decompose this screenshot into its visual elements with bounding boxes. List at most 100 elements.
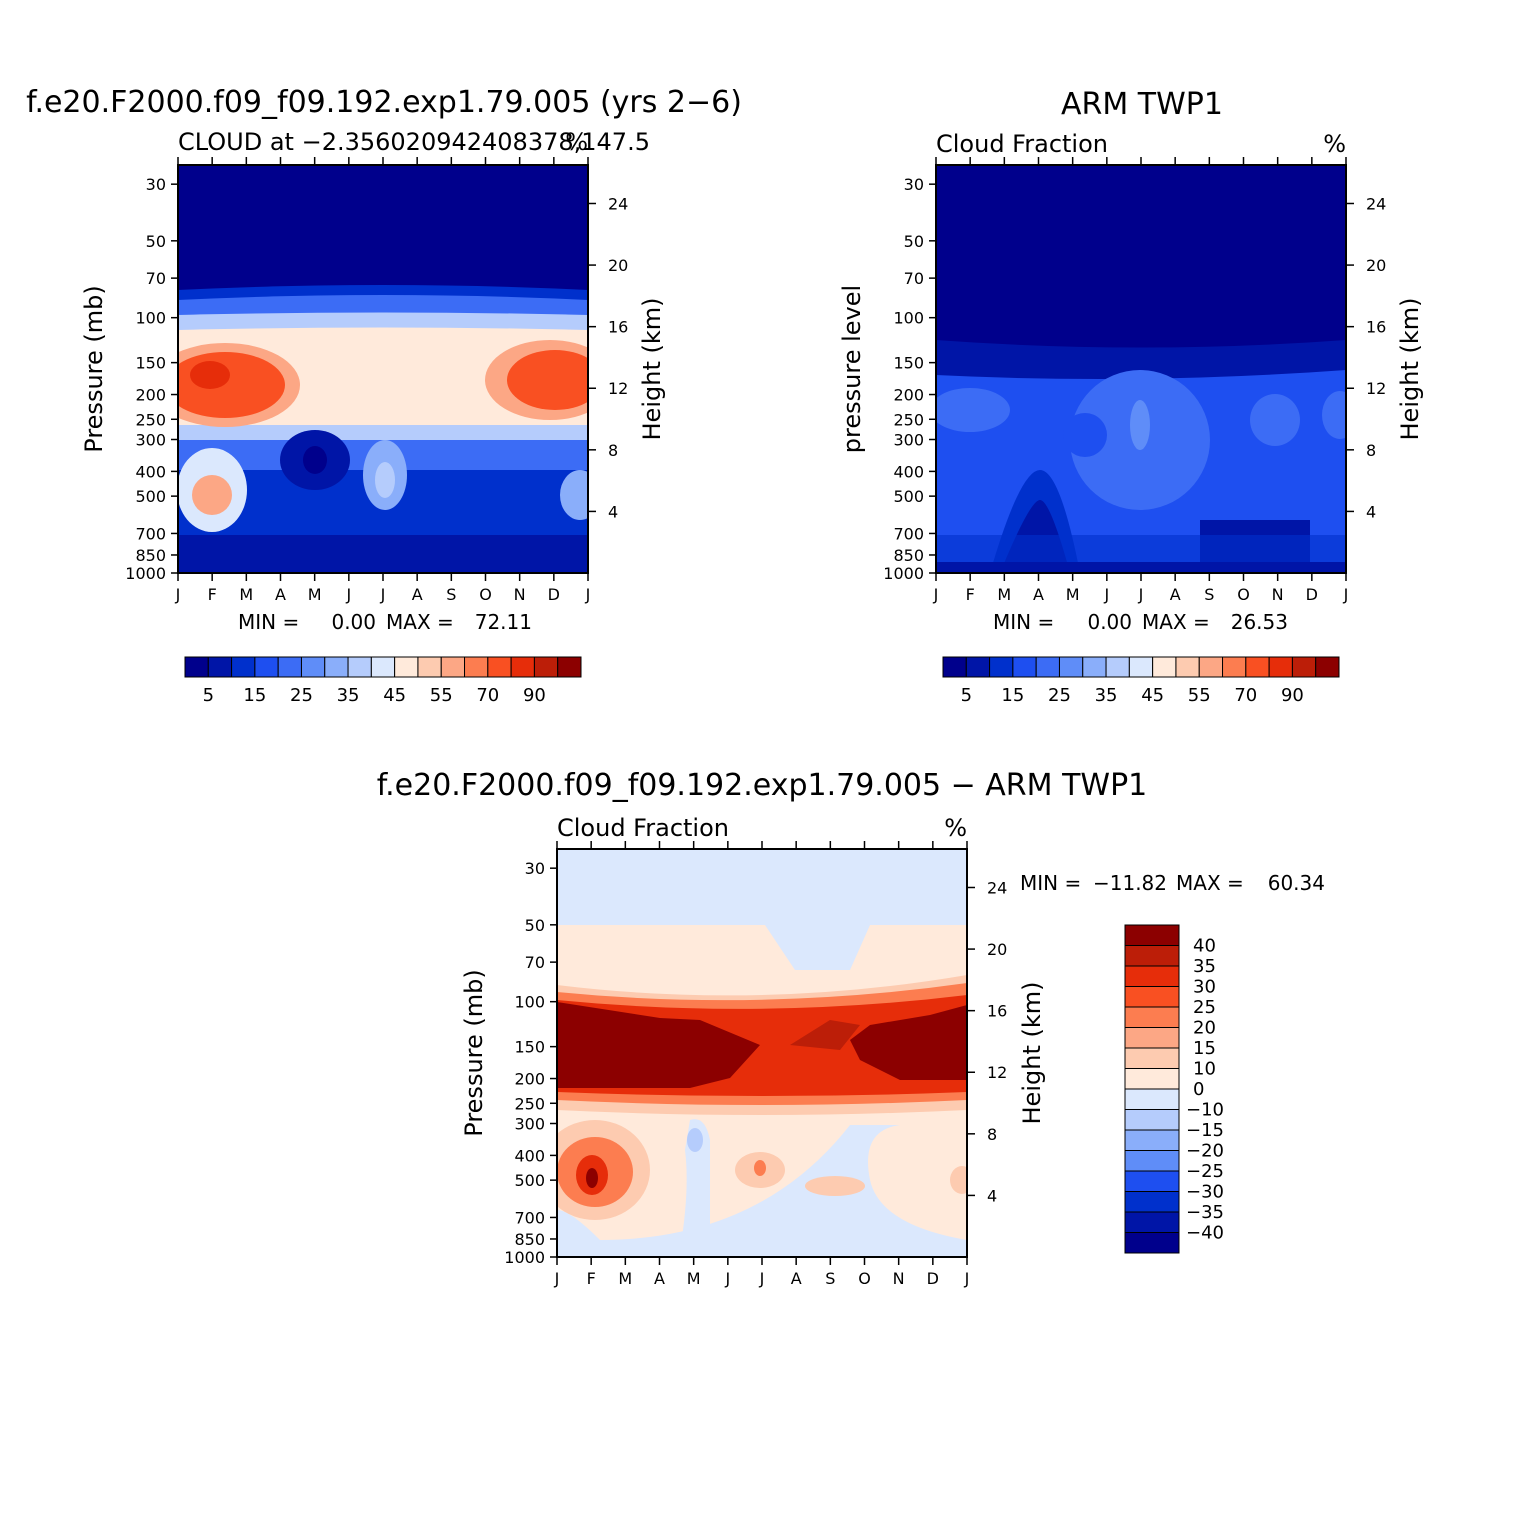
panel-obs-colorbar-swatch [1035,656,1060,678]
panel-obs-colorbar-label: 5 [961,685,972,706]
panel-obs-colorbar-swatch [1128,656,1154,678]
panel-model-colorbar-label: 25 [290,685,313,706]
panel-model-height-tick-label: 20 [608,256,628,275]
panel-diff-colorbar-swatch [1124,1068,1180,1090]
panel-model-xtick-label: N [514,585,526,604]
panel-obs-ytick-label: 400 [893,462,924,481]
panel-diff-xtick-label: J [964,1269,970,1288]
panel-model-min-value: 0.00 [331,610,376,634]
panel-model-colorbar-swatch [347,656,372,678]
panel-model-height-tick-label: 16 [608,318,628,337]
panel-diff-subtitle: Cloud Fraction [557,814,729,842]
panel-model-colorbar-label: 70 [476,685,499,706]
panel-diff-height-tick-label: 4 [987,1186,997,1205]
panel-model-colorbar-swatch [370,656,396,678]
panel-model-units: % [565,128,588,156]
panel-obs-colorbar-label: 70 [1234,685,1257,706]
panel-diff-field [557,849,967,1257]
panel-obs-max-value: 26.53 [1231,610,1288,634]
panel-diff-ytick-label: 70 [525,953,545,972]
panel-diff-colorbar-label: 20 [1193,1018,1216,1039]
panel-diff-xtick-label: D [927,1269,939,1288]
panel-diff-ytick-label: 850 [514,1230,545,1249]
panel-model-ylabel: Pressure (mb) [80,285,108,452]
panel-model-title: f.e20.F2000.f09_f09.192.exp1.79.005 (yrs… [26,85,742,120]
panel-model-ytick-label: 200 [135,386,166,405]
panel-diff-ytick-label: 700 [514,1208,545,1227]
panel-obs-subtitle: Cloud Fraction [936,130,1108,158]
panel-model-colorbar-swatch [417,656,442,678]
panel-obs-ytick-label: 500 [893,487,924,506]
panel-model-colorbar-label: 45 [383,685,406,706]
panel-obs-title: ARM TWP1 [1061,87,1223,122]
panel-model-ytick-label: 100 [135,309,166,328]
panel-obs-ytick-label: 30 [904,175,924,194]
panel-diff-colorbar-swatch [1124,1109,1180,1131]
panel-diff-units: % [944,814,967,842]
panel-obs-xtick-label: A [1170,585,1181,604]
panel-obs-colorbar-swatch [1245,656,1270,678]
panel-model-max-label: MAX = [386,610,454,634]
panel-model-height-tick-label: 4 [608,502,618,521]
panel-diff-colorbar-swatch [1124,1211,1180,1233]
panel-model-xtick-label: A [275,585,286,604]
panel-model-colorbar-swatch [533,656,559,678]
panel-obs-colorbar-swatch [1291,656,1317,678]
panel-diff-colorbar-label: −30 [1186,1182,1224,1203]
panel-model-ytick-label: 1000 [125,564,166,583]
panel-diff-colorbar-swatch [1124,924,1180,946]
panel-model-xtick-label: J [585,585,591,604]
panel-diff-ytick-label: 200 [514,1070,545,1089]
panel-model-colorbar-swatch [277,656,302,678]
panel-obs-colorbar-swatch [1315,656,1340,678]
panel-model-colorbar-swatch [184,656,209,678]
panel-model-height-tick-label: 24 [608,194,628,213]
panel-diff-xtick-label: J [759,1269,765,1288]
panel-model-subtitle: CLOUD at −2.356020942408378,147.5 [178,128,650,156]
panel-model-ytick-label: 500 [135,487,166,506]
panel-diff-xtick-label: M [618,1269,632,1288]
panel-model-field [178,165,588,573]
panel-obs-colorbar-swatch [1222,656,1247,678]
panel-obs-ylabel-right: Height (km) [1396,298,1424,441]
panel-obs-colorbar-label: 25 [1048,685,1071,706]
panel-obs-min-value: 0.00 [1087,610,1132,634]
panel-diff-height-tick-label: 8 [987,1125,997,1144]
panel-obs-units: % [1323,130,1346,158]
panel-model-xtick-label: O [479,585,492,604]
panel-obs-xtick-label: J [1343,585,1349,604]
panel-diff-height-tick-label: 20 [987,940,1007,959]
panel-obs-ylabel: pressure level [838,285,866,453]
panel-diff-xtick-label: J [554,1269,560,1288]
panel-diff-ytick-label: 400 [514,1146,545,1165]
panel-obs-ytick-label: 700 [893,524,924,543]
panel-diff-max-value: 60.34 [1268,871,1325,895]
panel-model-colorbar: 5 15 25 35 45 55 70 90 [184,656,582,706]
panel-obs-xtick-label: F [966,585,975,604]
panel-model-xtick-label: A [412,585,423,604]
panel-model-colorbar-swatch [300,656,326,678]
panel-obs-colorbar-swatch [965,656,991,678]
panel-diff-xtick-label: S [825,1269,835,1288]
panel-obs-xtick-label: A [1033,585,1044,604]
panel-diff-colorbar-swatch [1124,965,1180,987]
panel-obs-ytick-label: 850 [893,546,924,565]
panel-diff-ytick-label: 300 [514,1114,545,1133]
panel-obs-colorbar: 5 15 25 35 45 55 70 90 [942,656,1340,706]
panel-diff-xtick-label: J [724,1269,730,1288]
panel-obs-colorbar-swatch [1105,656,1130,678]
panel-diff-colorbar-swatch [1124,1170,1180,1192]
panel-obs-colorbar-swatch [942,656,967,678]
panel-model-colorbar-swatch [394,656,419,678]
panel-diff-colorbar-label: 35 [1193,956,1216,977]
panel-obs-ytick-label: 70 [904,269,924,288]
panel-model-colorbar-swatch [557,656,582,678]
panel-model-xtick-label: F [208,585,217,604]
panel-diff-colorbar-label: 25 [1193,997,1216,1018]
panel-obs-xtick-label: J [1103,585,1109,604]
panel-model-xtick-label: M [239,585,253,604]
